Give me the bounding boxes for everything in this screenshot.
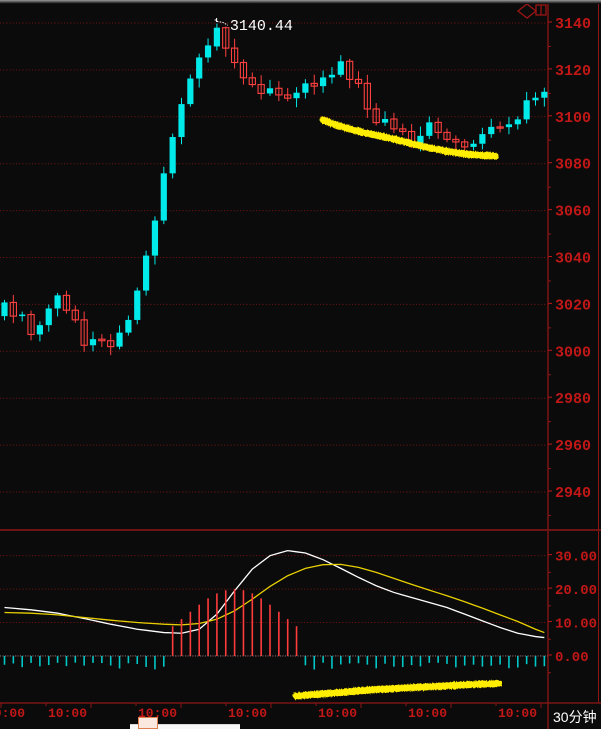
svg-text:30.00: 30.00	[555, 550, 597, 566]
svg-text:10:00: 10:00	[318, 706, 357, 721]
svg-text:10:00: 10:00	[48, 706, 87, 721]
svg-text:3140: 3140	[555, 16, 591, 33]
svg-text:3140.44: 3140.44	[230, 18, 293, 35]
svg-text:3000: 3000	[555, 344, 591, 361]
svg-text:2940: 2940	[555, 485, 591, 502]
svg-text:10:00: 10:00	[0, 706, 25, 721]
svg-text:0.00: 0.00	[555, 650, 589, 666]
svg-text:10:00: 10:00	[498, 706, 537, 721]
svg-text:20.00: 20.00	[555, 583, 597, 599]
svg-text:3080: 3080	[555, 157, 591, 174]
svg-text:2980: 2980	[555, 391, 591, 408]
svg-text:3060: 3060	[555, 204, 591, 221]
svg-text:10:00: 10:00	[228, 706, 267, 721]
svg-text:3120: 3120	[555, 63, 591, 80]
svg-text:3020: 3020	[555, 297, 591, 314]
svg-text:3100: 3100	[555, 110, 591, 127]
svg-text:3040: 3040	[555, 251, 591, 268]
svg-text:2960: 2960	[555, 438, 591, 455]
svg-text:30分钟: 30分钟	[553, 709, 597, 725]
svg-text:10.00: 10.00	[555, 617, 597, 633]
svg-text:10:00: 10:00	[408, 706, 447, 721]
